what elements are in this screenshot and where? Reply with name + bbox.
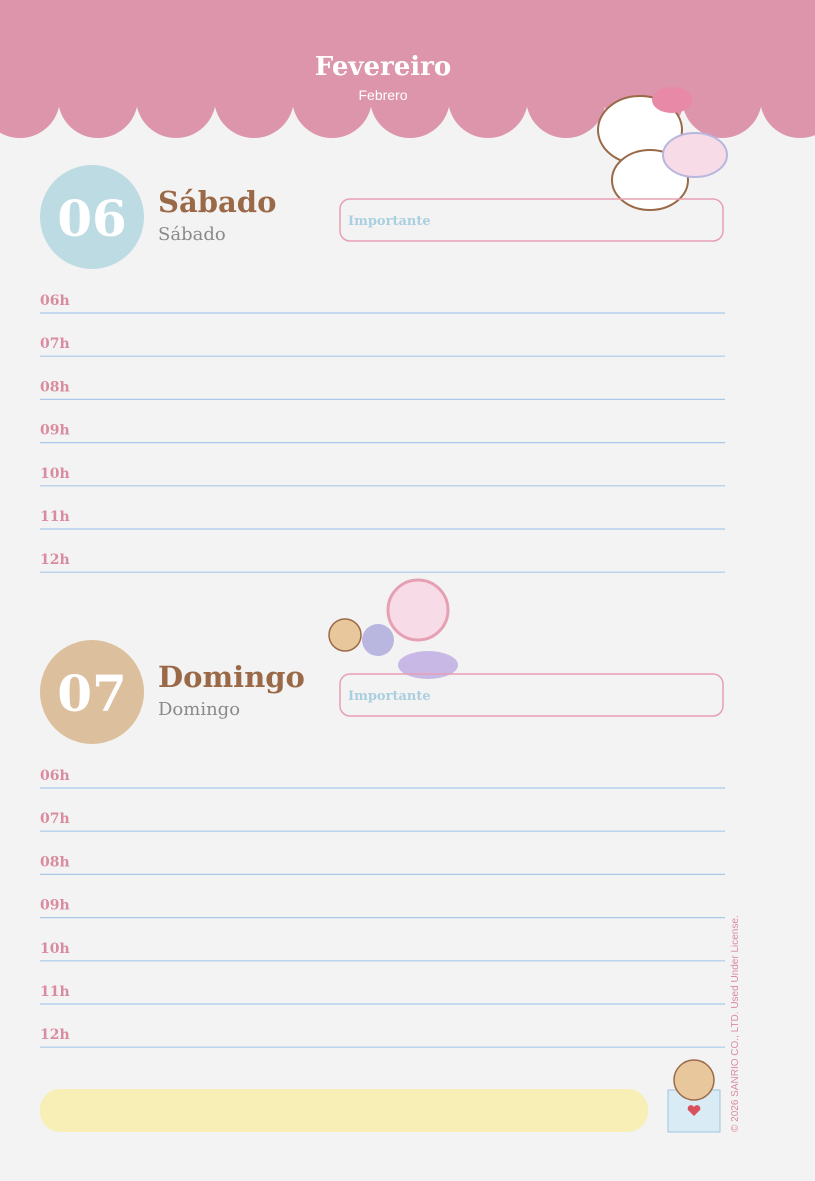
day-circle xyxy=(40,165,144,269)
day-number: 06 xyxy=(57,189,127,248)
hour-label: 12h xyxy=(40,1027,70,1043)
day-circle xyxy=(40,640,144,744)
important-label: Importante xyxy=(348,214,431,229)
hour-label: 07h xyxy=(40,811,70,827)
hour-label: 09h xyxy=(40,423,70,439)
notes-bar xyxy=(40,1089,648,1132)
illustration-bears xyxy=(328,578,458,679)
important-box xyxy=(339,673,724,717)
illustration-kitty xyxy=(597,87,728,211)
important-box xyxy=(339,198,724,242)
hour-label: 09h xyxy=(40,898,70,914)
illustration-bear-letter xyxy=(667,1059,721,1133)
day-name-alt: Sábado xyxy=(158,224,226,245)
hour-label: 06h xyxy=(40,768,70,784)
hour-label: 06h xyxy=(40,293,70,309)
hour-label: 08h xyxy=(40,854,70,870)
day-number: 07 xyxy=(57,664,127,723)
hour-label: 11h xyxy=(40,984,70,1000)
hour-label: 11h xyxy=(40,509,70,525)
header-band xyxy=(0,0,815,138)
hour-label: 12h xyxy=(40,552,70,568)
day-name: Sábado xyxy=(158,185,276,219)
month-title: Fevereiro xyxy=(315,52,451,82)
important-label: Importante xyxy=(348,689,431,704)
hour-label: 07h xyxy=(40,336,70,352)
hour-label: 08h xyxy=(40,379,70,395)
hour-label: 10h xyxy=(40,466,70,482)
day-name-alt: Domingo xyxy=(158,699,240,720)
day-name: Domingo xyxy=(158,660,305,694)
hour-label: 10h xyxy=(40,941,70,957)
copyright: © 2026 SANRIO CO., LTD. Used Under Licen… xyxy=(730,915,741,1132)
month-subtitle: Febrero xyxy=(358,87,407,103)
